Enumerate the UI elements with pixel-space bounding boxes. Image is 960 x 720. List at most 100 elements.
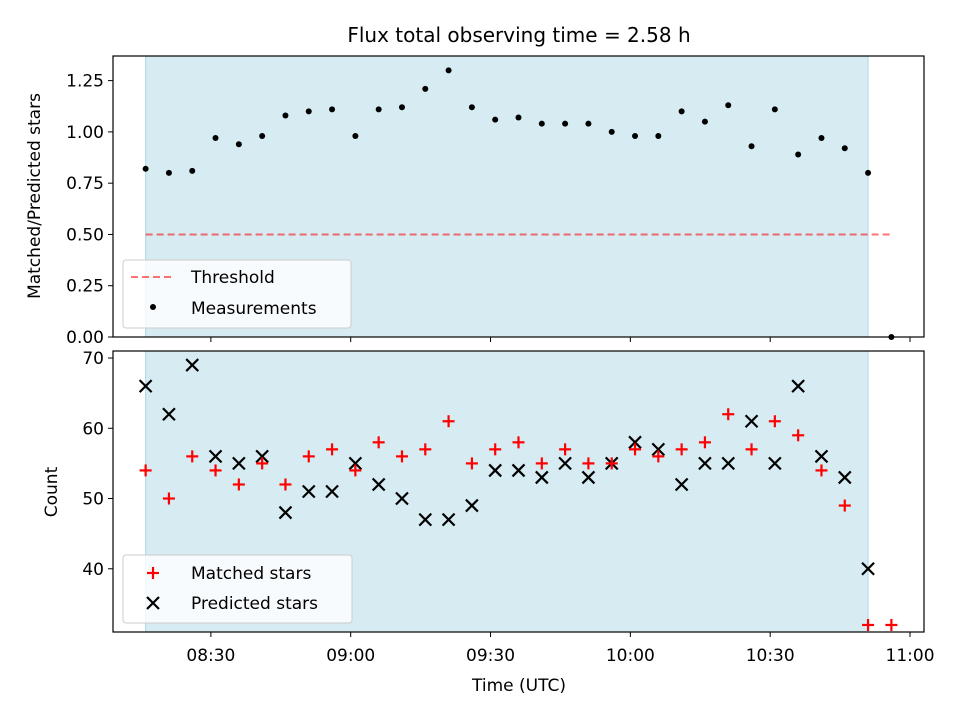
matched-star-point bbox=[326, 443, 339, 456]
measurement-point bbox=[795, 151, 802, 158]
predicted-star-point bbox=[511, 463, 526, 478]
count-panel-frame bbox=[112, 350, 925, 633]
count-y-tick-label: 40 bbox=[82, 560, 104, 580]
predicted-star-point bbox=[371, 477, 386, 492]
ratio-y-tick-label: 0.50 bbox=[66, 225, 104, 245]
measurement-point bbox=[538, 120, 545, 127]
matched-star-point bbox=[862, 618, 875, 631]
predicted-star-point bbox=[278, 505, 293, 520]
x-tick-label: 10:00 bbox=[606, 646, 655, 666]
measurement-point bbox=[165, 169, 172, 176]
ratio-y-axis-label: Matched/Predicted stars bbox=[25, 93, 45, 299]
matched-star-point bbox=[792, 429, 805, 442]
x-tick-label: 10:30 bbox=[746, 646, 795, 666]
matched-star-point bbox=[302, 450, 315, 463]
predicted-star-point bbox=[721, 456, 736, 471]
measurement-point bbox=[818, 135, 825, 142]
ratio-y-tick-label: 0.75 bbox=[66, 174, 104, 194]
predicted-star-point bbox=[232, 456, 246, 471]
predicted-star-point bbox=[837, 470, 852, 485]
predicted-star-point bbox=[651, 442, 666, 457]
matched-star-point bbox=[838, 499, 851, 512]
ratio-y-tick-label: 0.00 bbox=[66, 328, 104, 348]
predicted-star-point bbox=[581, 470, 596, 485]
matched-star-point bbox=[605, 457, 618, 470]
measurement-point bbox=[375, 106, 382, 113]
matched-star-point bbox=[372, 436, 385, 449]
ratio-panel-frame bbox=[112, 55, 925, 338]
x-tick-label: 09:30 bbox=[466, 646, 515, 666]
matched-star-point bbox=[209, 464, 222, 477]
measurement-point bbox=[329, 106, 336, 113]
predicted-star-point bbox=[395, 491, 409, 506]
measurement-point bbox=[748, 143, 755, 150]
ratio-panel: 0.00 0.25 0.50 0.75 1.00 1.25 Matched/Predict… bbox=[25, 55, 925, 348]
predicted-star-point bbox=[255, 449, 269, 464]
measurement-point bbox=[142, 165, 149, 172]
measurement-point bbox=[445, 67, 452, 74]
measurement-point bbox=[632, 132, 639, 139]
matched-star-point bbox=[535, 457, 548, 470]
matched-star-point bbox=[279, 478, 292, 491]
matched-star-point bbox=[815, 464, 828, 477]
count-y-tick-label: 50 bbox=[82, 490, 104, 510]
predicted-star-point bbox=[674, 477, 689, 492]
count-y-axis-label: Count bbox=[42, 466, 62, 517]
ratio-y-tick-label: 1.00 bbox=[66, 123, 104, 143]
predicted-star-point bbox=[325, 484, 339, 499]
measurement-point bbox=[841, 145, 848, 152]
predicted-star-point bbox=[465, 498, 479, 513]
predicted-stars-legend-marker bbox=[146, 596, 160, 610]
matched-star-point bbox=[582, 457, 595, 470]
predicted-star-point bbox=[814, 449, 829, 464]
measurement-point bbox=[235, 141, 242, 148]
predicted-star-point bbox=[208, 449, 223, 464]
measurement-point bbox=[678, 108, 685, 115]
measurement-point bbox=[189, 167, 196, 174]
matched-star-point bbox=[885, 618, 898, 631]
measurement-point bbox=[468, 104, 475, 111]
measurement-point bbox=[212, 135, 219, 142]
predicted-star-point bbox=[628, 435, 642, 450]
matched-star-point bbox=[512, 436, 525, 449]
measurements-legend-marker bbox=[150, 304, 156, 310]
measurement-point bbox=[515, 114, 522, 121]
ratio-y-tick-label: 0.25 bbox=[66, 277, 104, 297]
matched-star-point bbox=[256, 457, 269, 470]
matched-star-point bbox=[419, 443, 432, 456]
measurement-point bbox=[562, 120, 569, 127]
measurement-point bbox=[305, 108, 312, 115]
matched-star-point bbox=[675, 443, 688, 456]
matched-star-point bbox=[559, 443, 572, 456]
matched-stars-legend-marker bbox=[147, 567, 159, 579]
matched-star-point bbox=[186, 450, 199, 463]
measurement-point bbox=[585, 120, 592, 127]
measurement-point bbox=[655, 132, 662, 139]
threshold-legend-label: Threshold bbox=[190, 268, 275, 288]
predicted-star-point bbox=[162, 407, 176, 422]
count-y-tick-label: 70 bbox=[82, 349, 104, 369]
predicted-stars-legend-label: Predicted stars bbox=[191, 594, 318, 614]
count-y-tick-label: 60 bbox=[82, 419, 104, 439]
measurement-point bbox=[865, 169, 872, 176]
matched-star-point bbox=[652, 450, 665, 463]
matched-star-point bbox=[162, 492, 175, 505]
predicted-star-point bbox=[744, 414, 759, 429]
count-panel: 40 50 60 70 08:30 09:00 09:30 10:00 10:30 11:00 C… bbox=[42, 349, 935, 696]
predicted-star-point bbox=[861, 561, 875, 576]
measurement-point bbox=[701, 118, 708, 125]
matched-star-point bbox=[139, 464, 152, 477]
predicted-star-point bbox=[441, 512, 456, 527]
chart-title: Flux total observing time = 2.58 h bbox=[347, 23, 690, 47]
predicted-star-point bbox=[301, 484, 316, 499]
predicted-star-point bbox=[535, 470, 549, 485]
matched-star-point bbox=[349, 464, 362, 477]
matched-star-point bbox=[629, 443, 642, 456]
matched-star-point bbox=[395, 450, 408, 463]
x-axis-label: Time (UTC) bbox=[471, 676, 566, 696]
predicted-star-point bbox=[418, 512, 433, 527]
x-tick-label: 11:00 bbox=[886, 646, 935, 666]
predicted-star-point bbox=[698, 456, 712, 471]
predicted-star-point bbox=[768, 456, 782, 471]
